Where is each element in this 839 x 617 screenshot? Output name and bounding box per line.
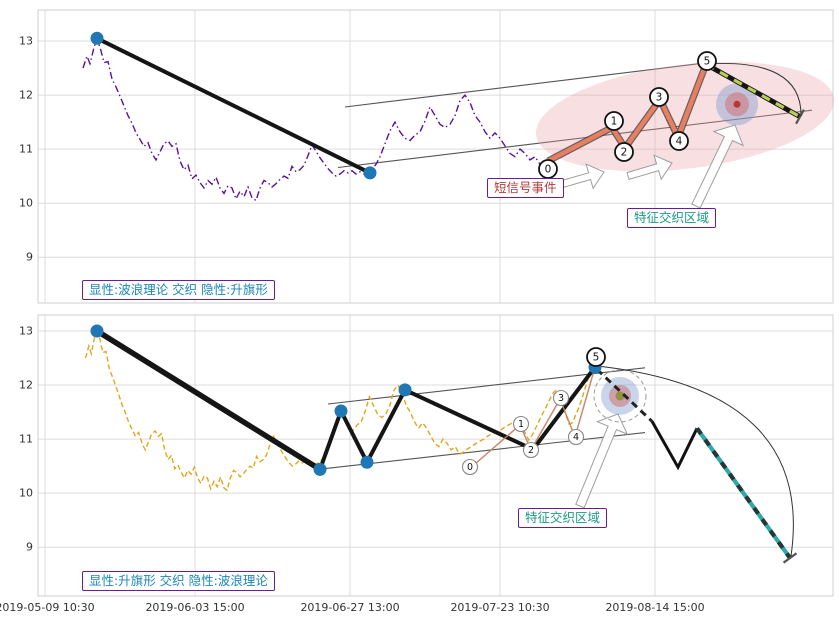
ring-core bbox=[733, 100, 741, 108]
pivot-dot bbox=[334, 404, 348, 418]
wave-number-label: 4 bbox=[573, 432, 579, 443]
channel-upper-line bbox=[327, 367, 646, 405]
short-signal-label: 短信号事件 bbox=[487, 178, 564, 198]
teal-forecast-dash bbox=[695, 427, 792, 560]
x-tick-label: 2019-05-09 10:30 bbox=[0, 601, 95, 614]
top-chart: 0 1 2 3 4 5 bbox=[37, 9, 835, 304]
annotation-arrow bbox=[626, 154, 673, 181]
end-tick bbox=[795, 109, 805, 125]
pivot-dot bbox=[360, 455, 374, 469]
wave-number-circle bbox=[522, 441, 540, 459]
y-tick-label: 9 bbox=[26, 250, 33, 264]
ring-core bbox=[615, 391, 625, 401]
wave-path bbox=[469, 366, 596, 469]
wave-number-label: 0 bbox=[467, 462, 473, 473]
wave-number-label: 3 bbox=[558, 393, 564, 404]
bottom-chart-legend: 显性:升旗形 交织 隐性:波浪理论 bbox=[82, 571, 275, 591]
wave-number-circle bbox=[567, 428, 585, 446]
x-tick-label: 2019-06-27 13:00 bbox=[300, 601, 400, 614]
wave-number-label: 2 bbox=[528, 445, 534, 456]
x-tick-label: 2019-06-03 15:00 bbox=[145, 601, 245, 614]
y-tick-label: 13 bbox=[19, 34, 33, 48]
pivot-dot bbox=[398, 383, 412, 397]
y-tick-label: 12 bbox=[19, 88, 33, 102]
forecast-arc bbox=[596, 365, 794, 557]
end-tick bbox=[782, 552, 798, 564]
bottom-chart: 0 1 2 3 4 5 bbox=[37, 314, 834, 597]
wave-number-label: 3 bbox=[656, 92, 663, 104]
pivot-dot bbox=[363, 166, 377, 180]
x-tick-label: 2019-08-14 15:00 bbox=[605, 601, 705, 614]
channel-lower-line bbox=[322, 432, 646, 470]
trend-line bbox=[96, 36, 371, 175]
feature-region-label-top: 特征交织区域 bbox=[627, 208, 717, 228]
wave-path bbox=[546, 63, 709, 163]
y-tick-label: 11 bbox=[19, 142, 33, 156]
annotation-arrow bbox=[575, 413, 629, 509]
wave-number-circle bbox=[697, 51, 717, 71]
wave-number-circle bbox=[669, 131, 689, 151]
correction-zigzag-line bbox=[650, 420, 699, 471]
wave-number-circle bbox=[461, 458, 479, 476]
wave-number-label: 1 bbox=[518, 419, 524, 430]
y-tick-label: 11 bbox=[19, 432, 33, 446]
pivot-dot bbox=[313, 462, 327, 476]
wave-number-circle bbox=[604, 111, 624, 131]
wave-number-label: 5 bbox=[593, 352, 600, 364]
y-tick-label: 12 bbox=[19, 378, 33, 392]
wave-number-label: 4 bbox=[676, 136, 683, 148]
price-line bbox=[84, 325, 600, 492]
wave-number-label: 2 bbox=[621, 147, 628, 159]
channel-lower-line bbox=[337, 109, 813, 169]
wave-number-circle bbox=[512, 415, 530, 433]
wave-number-label: 0 bbox=[545, 164, 552, 176]
wave-number-label: 5 bbox=[704, 56, 711, 68]
dashed-drop-line bbox=[595, 368, 654, 423]
wave-number-circle bbox=[649, 87, 669, 107]
y-tick-label: 10 bbox=[19, 196, 33, 210]
y-tick-label: 10 bbox=[19, 486, 33, 500]
y-tick-label: 13 bbox=[19, 324, 33, 338]
flag-zigzag-line bbox=[318, 365, 597, 471]
wave-number-circle bbox=[552, 389, 570, 407]
plot-border bbox=[37, 314, 834, 597]
annotation-arrow bbox=[691, 124, 745, 209]
flag-forecast-dash bbox=[705, 62, 801, 119]
wave-number-circle bbox=[614, 142, 634, 162]
pivot-dot bbox=[90, 31, 104, 45]
top-chart-legend: 显性:波浪理论 交织 隐性:升旗形 bbox=[82, 280, 275, 300]
forecast-arc bbox=[705, 62, 802, 117]
x-tick-label: 2019-07-23 10:30 bbox=[450, 601, 550, 614]
y-tick-label: 9 bbox=[26, 540, 33, 554]
wave-number-label: 1 bbox=[611, 116, 618, 128]
ring-dashed-outline bbox=[593, 369, 647, 423]
pivot-dot bbox=[90, 324, 104, 338]
channel-upper-line bbox=[344, 62, 709, 108]
feature-region-label-bottom: 特征交织区域 bbox=[518, 508, 608, 528]
flag-pole-line bbox=[95, 328, 322, 472]
plot-border bbox=[37, 9, 834, 304]
wave-number-circle bbox=[586, 347, 606, 367]
